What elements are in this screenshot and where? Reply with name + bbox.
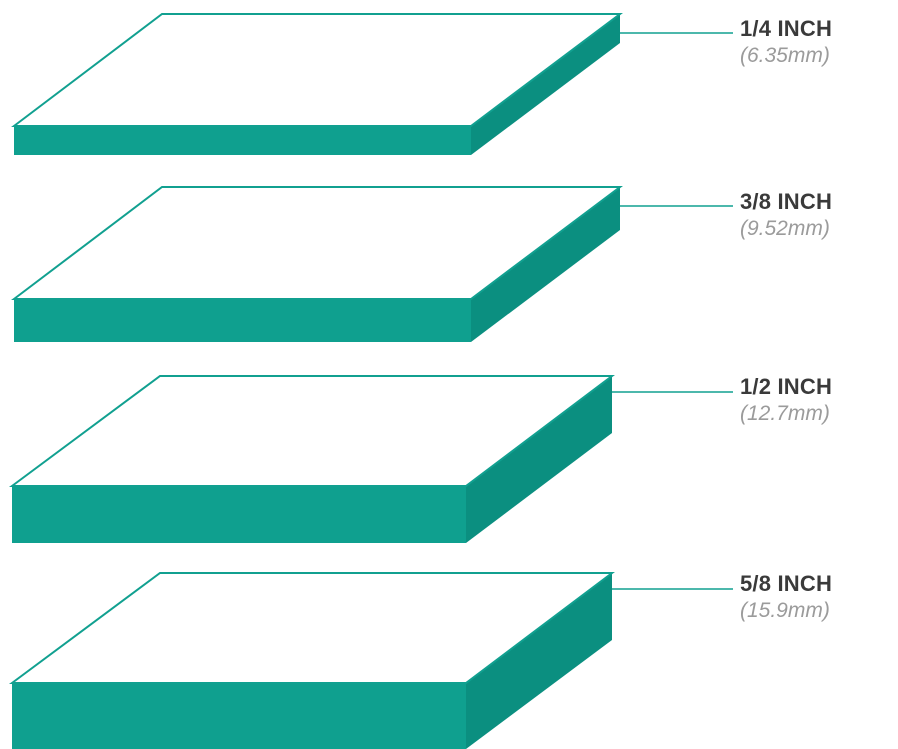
- board-1-front-face: [14, 126, 471, 155]
- board-1-side-face: [471, 14, 620, 155]
- board-4-front-face: [12, 683, 466, 749]
- board-2-inch-label: 3/8 INCH: [740, 189, 833, 214]
- board-3-side-face: [466, 376, 612, 543]
- board-2-label: 3/8 INCH (9.52mm): [740, 189, 833, 241]
- board-2-metric-label: (9.52mm): [740, 217, 830, 241]
- board-3-top-face: [8, 375, 615, 487]
- board-1-top-face: [11, 13, 623, 127]
- board-4-top-face: [8, 572, 615, 684]
- board-4-side-face: [466, 573, 612, 749]
- board-4-inch-label: 5/8 INCH: [740, 571, 833, 596]
- board-1-metric-label: (6.35mm): [740, 44, 830, 68]
- board-1-inch-label: 1/4 INCH: [740, 16, 833, 41]
- board-1-label: 1/4 INCH (6.35mm): [740, 16, 833, 68]
- board-2-side-face: [471, 187, 620, 342]
- board-2-front-face: [14, 299, 471, 342]
- board-4: [8, 572, 733, 749]
- board-3-inch-label: 1/2 INCH: [740, 374, 833, 399]
- board-3-metric-label: (12.7mm): [740, 402, 830, 426]
- board-3-front-face: [12, 486, 466, 543]
- board-4-label: 5/8 INCH (15.9mm): [740, 571, 833, 623]
- board-2: [11, 186, 733, 342]
- board-3-label: 1/2 INCH (12.7mm): [740, 374, 833, 426]
- board-3: [8, 375, 733, 543]
- board-1: [11, 13, 733, 155]
- board-4-metric-label: (15.9mm): [740, 599, 830, 623]
- board-2-top-face: [11, 186, 623, 300]
